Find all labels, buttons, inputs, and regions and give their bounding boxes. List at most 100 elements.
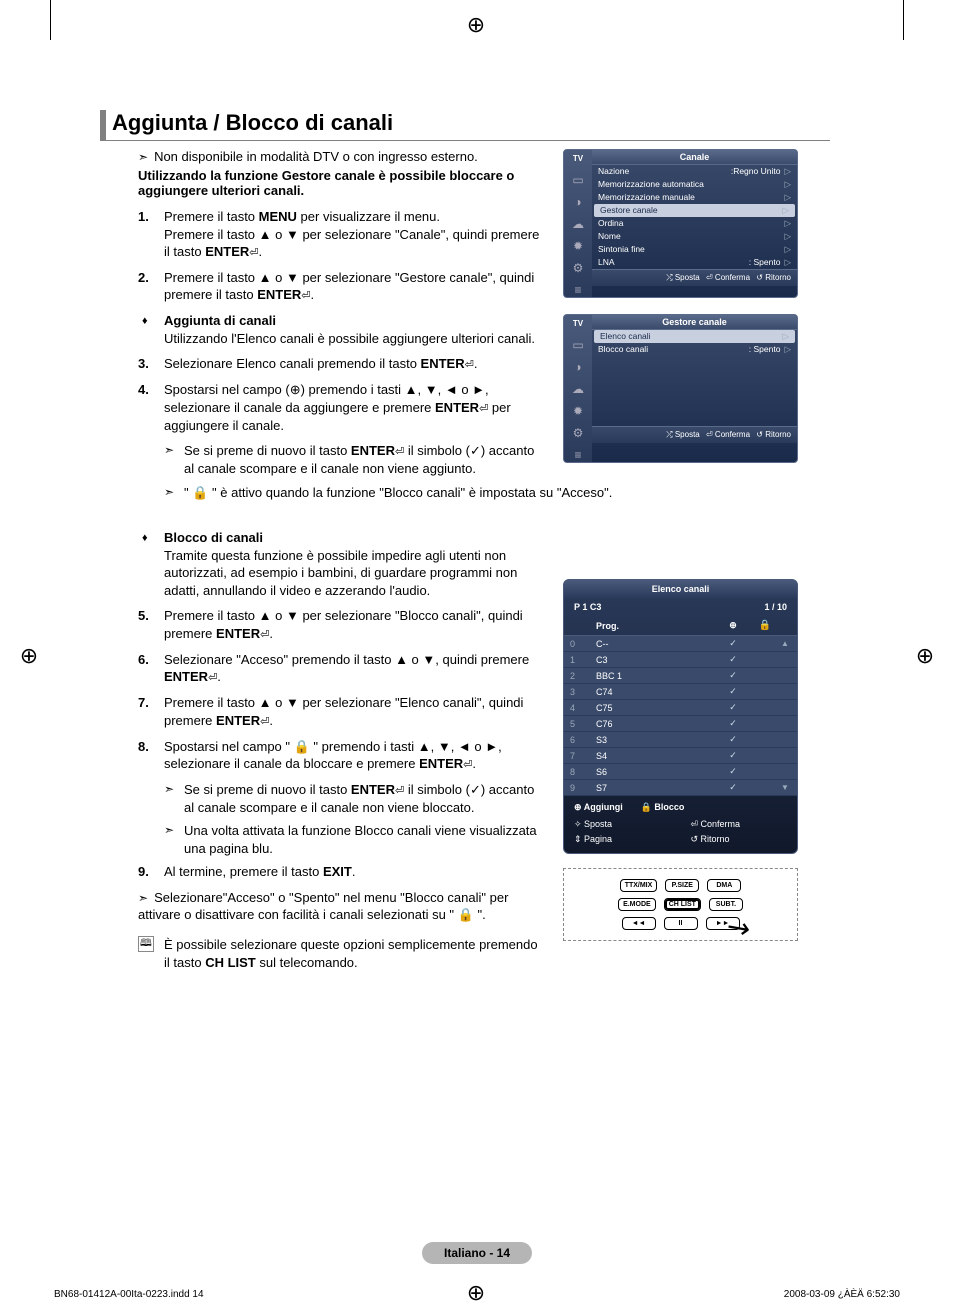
osd-side-icons: TV ▭ ◑ ☁ ✹ ⚙ ≡ (564, 315, 592, 462)
remote-btn-emode: E.MODE (618, 898, 656, 911)
osd-footer: ⤮ Sposta ⏎ Conferma ↺ Ritorno (592, 426, 797, 443)
steps-list: Premere il tasto MENU per visualizzare i… (138, 208, 545, 304)
enter-icon: ⏎ (260, 716, 269, 728)
chlist-footer-nav: ✧ Sposta ⏎ Conferma ⇕ Pagina ↺ Ritorno (564, 815, 797, 853)
enter-icon: ⏎ (395, 785, 404, 797)
steps-list-3: Premere il tasto ▲ o ▼ per selezionare "… (138, 607, 545, 773)
step-4: Spostarsi nel campo (⊕) premendo i tasti… (138, 381, 545, 434)
setup-icon: ⚙ (573, 261, 584, 275)
remote-row: E.MODE CH LIST SUBT. (618, 898, 743, 911)
step-8: Spostarsi nel campo " 🔒 " premendo i tas… (138, 738, 545, 773)
chlist-row: 8S6✓ (564, 764, 797, 780)
setup-icon: ⚙ (573, 426, 584, 440)
content-columns: Non disponibile in modalità DTV o con in… (100, 149, 830, 971)
footer-meta-filename: BN68-01412A-00Ita-0223.indd 14 (54, 1289, 204, 1300)
osd-title: Gestore canale (592, 315, 797, 330)
osd-row: Memorizzazione manuale▷ (592, 191, 797, 204)
registration-mark: ⊕ (465, 14, 487, 36)
registration-mark: ⊕ (914, 645, 936, 667)
osd-footer: ⤮ Sposta ⏎ Conferma ↺ Ritorno (592, 269, 797, 286)
step-5: Premere il tasto ▲ o ▼ per selezionare "… (138, 607, 545, 642)
chlist-subheader: P 1 C3 1 / 10 (564, 598, 797, 616)
picture-icon: ◑ (574, 360, 581, 374)
step-2: Premere il tasto ▲ o ▼ per selezionare "… (138, 269, 545, 304)
osd-row: Gestore canale▷ (594, 204, 795, 217)
osd-side-icons: TV ▭ ◑ ☁ ✹ ⚙ ≡ (564, 150, 592, 297)
left-column: Non disponibile in modalità DTV o con in… (100, 149, 545, 971)
step4-note-1: Se si preme di nuovo il tasto ENTER⏎ il … (138, 442, 545, 477)
input-icon: ▭ (572, 338, 583, 352)
osd-row: Blocco canali: Spento▷ (592, 343, 797, 356)
enter-icon: ⏎ (465, 359, 474, 371)
osd-gestore-canale: TV ▭ ◑ ☁ ✹ ⚙ ≡ Gestore canale Elenco can… (563, 314, 798, 463)
channel-icon: ✹ (573, 239, 583, 253)
osd-row: Sintonia fine▷ (592, 243, 797, 256)
chlist-row: 4C75✓ (564, 700, 797, 716)
osd-row: Ordina▷ (592, 217, 797, 230)
osd-title: Canale (592, 150, 797, 165)
remote-btn-ttxmix: TTX/MIX (620, 879, 658, 892)
step-9: Al termine, premere il tasto EXIT. (138, 863, 545, 881)
step-7: Premere il tasto ▲ o ▼ per selezionare "… (138, 694, 545, 729)
chlist-row: 6S3✓ (564, 732, 797, 748)
osd-row: Memorizzazione automatica▷ (592, 178, 797, 191)
step8-note-1: Se si preme di nuovo il tasto ENTER⏎ il … (138, 781, 545, 816)
crop-mark (50, 0, 51, 40)
remote-note: È possibile selezionare queste opzioni s… (138, 936, 545, 971)
chlist-footer-actions: ⊕ Aggiungi 🔒 Blocco (564, 796, 797, 815)
chlist-row: 2BBC 1✓ (564, 668, 797, 684)
step4-note-2: " 🔒 " è attivo quando la funzione "Blocc… (138, 484, 698, 502)
chlist-row: 1C3✓ (564, 652, 797, 668)
input-icon: ▭ (572, 173, 583, 187)
remote-btn-chlist: CH LIST (664, 898, 701, 911)
page-number-pill: Italiano - 14 (422, 1242, 532, 1264)
sound-icon: ☁ (572, 217, 584, 231)
remote-btn-dma: DMA (707, 879, 741, 892)
chlist-row: 9S7✓▼ (564, 780, 797, 796)
enter-icon: ⏎ (463, 759, 472, 771)
chlist-row: 3C74✓ (564, 684, 797, 700)
aggiunta-heading: Aggiunta di canali Utilizzando l'Elenco … (138, 312, 545, 347)
chlist-title: Elenco canali (564, 580, 797, 598)
footer-meta-timestamp: 2008-03-09 ¿ÀÈÄ 6:52:30 (784, 1289, 900, 1300)
enter-icon: ⏎ (208, 672, 217, 684)
osd-elenco-canali: Elenco canali P 1 C3 1 / 10 Prog. ⊕ 🔒 0C… (563, 579, 798, 854)
chlist-row: 5C76✓ (564, 716, 797, 732)
osd-row: Nome▷ (592, 230, 797, 243)
guide-icon: ≡ (574, 283, 581, 297)
crop-mark (903, 0, 904, 40)
final-note: Selezionare"Acceso" o "Spento" nel menu … (126, 889, 545, 924)
remote-arrow-icon: ↘ (718, 907, 756, 947)
page-content: Aggiunta / Blocco di canali Non disponib… (100, 110, 830, 971)
chlist-row: 0C--✓▲ (564, 636, 797, 652)
intro-bold: Utilizzando la funzione Gestore canale è… (138, 168, 545, 198)
steps-list-2: Selezionare Elenco canali premendo il ta… (138, 355, 545, 434)
remote-buttons-box: TTX/MIX P.SIZE DMA E.MODE CH LIST SUBT. … (563, 868, 798, 941)
sound-icon: ☁ (572, 382, 584, 396)
enter-icon: ⏎ (395, 446, 404, 458)
guide-icon: ≡ (574, 448, 581, 462)
remote-btn-pause: II (664, 917, 698, 930)
osd-row: Elenco canali▷ (594, 330, 795, 343)
intro-note: Non disponibile in modalità DTV o con in… (138, 149, 545, 164)
steps-list-4: Al termine, premere il tasto EXIT. (138, 863, 545, 881)
registration-mark: ⊕ (18, 645, 40, 667)
title-bar: Aggiunta / Blocco di canali (100, 110, 830, 141)
step-6: Selezionare "Acceso" premendo il tasto ▲… (138, 651, 545, 686)
step-1: Premere il tasto MENU per visualizzare i… (138, 208, 545, 261)
osd-row: Nazione:Regno Unito▷ (592, 165, 797, 178)
page-title: Aggiunta / Blocco di canali (112, 110, 830, 140)
channel-icon: ✹ (573, 404, 583, 418)
enter-icon: ⏎ (260, 629, 269, 641)
chlist-col-headers: Prog. ⊕ 🔒 (564, 616, 797, 636)
osd-canale: TV ▭ ◑ ☁ ✹ ⚙ ≡ Canale Nazione:Regno Unit… (563, 149, 798, 298)
osd-row: LNA: Spento▷ (592, 256, 797, 269)
blocco-heading: Blocco di canali Tramite questa funzione… (138, 529, 545, 599)
right-column: TV ▭ ◑ ☁ ✹ ⚙ ≡ Canale Nazione:Regno Unit… (563, 149, 798, 971)
chlist-row: 7S4✓ (564, 748, 797, 764)
registration-mark: ⊕ (465, 1282, 487, 1304)
step8-note-2: Una volta attivata la funzione Blocco ca… (138, 822, 545, 857)
enter-icon: ⏎ (479, 403, 488, 415)
picture-icon: ◑ (574, 195, 581, 209)
step-3: Selezionare Elenco canali premendo il ta… (138, 355, 545, 373)
